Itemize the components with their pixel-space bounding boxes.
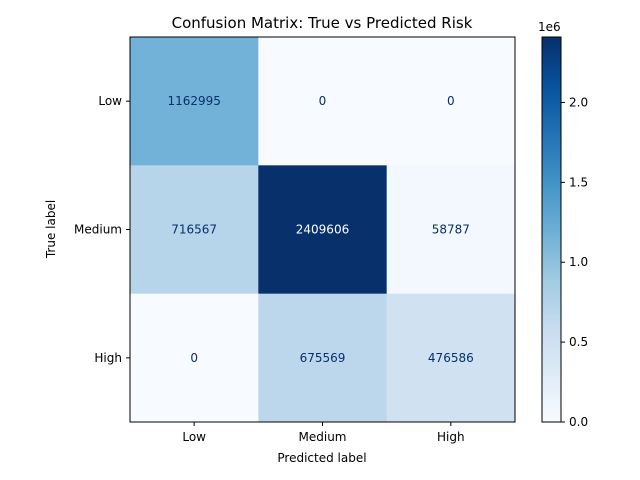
heatmap-cell	[130, 293, 259, 423]
colorbar-offset-label: 1e6	[538, 20, 561, 34]
heatmap-cell	[386, 293, 516, 423]
heatmap-cells	[130, 37, 516, 423]
cell-value-label: 0	[447, 94, 455, 108]
cell-value-label: 58787	[432, 223, 470, 237]
x-tick-label: Low	[182, 430, 206, 444]
colorbar-tick-label: 1.0	[569, 255, 588, 269]
x-axis-label: Predicted label	[277, 451, 366, 465]
x-tick-label: Medium	[299, 430, 347, 444]
colorbar-tick-label: 2.0	[569, 95, 588, 109]
y-tick-label: High	[94, 351, 122, 365]
heatmap-cell	[130, 165, 259, 295]
colorbar-tick-label: 0.0	[569, 415, 588, 429]
cell-value-label: 2409606	[296, 223, 349, 237]
cell-value-label: 0	[190, 351, 198, 365]
y-tick-label: Low	[98, 94, 122, 108]
colorbar	[541, 36, 562, 423]
heatmap-cell-labels: 1162995 0 0 716567 2409606 58787 0 675569 476586	[167, 94, 473, 365]
heatmap-cell	[258, 293, 388, 423]
y-axis-ticks: Low Medium High	[74, 94, 130, 365]
chart-title: Confusion Matrix: True vs Predicted Risk	[172, 14, 473, 32]
cell-value-label: 675569	[300, 351, 346, 365]
y-axis-label: True label	[44, 200, 58, 259]
colorbar-tick-label: 1.5	[569, 175, 588, 189]
colorbar-ticks: 0.0 0.5 1.0 1.5 2.0	[561, 95, 588, 429]
colorbar-tick-label: 0.5	[569, 335, 588, 349]
heatmap-cell	[386, 37, 516, 166]
cell-value-label: 716567	[171, 223, 217, 237]
heatmap-cell	[258, 165, 388, 295]
x-axis-ticks: Low Medium High	[182, 422, 465, 444]
cell-value-label: 476586	[428, 351, 474, 365]
heatmap-cell	[130, 37, 259, 166]
cell-value-label: 0	[319, 94, 327, 108]
heatmap-cell	[386, 165, 516, 295]
heatmap-cell	[258, 37, 388, 166]
x-tick-label: High	[437, 430, 465, 444]
y-tick-label: Medium	[74, 223, 122, 237]
cell-value-label: 1162995	[167, 94, 220, 108]
